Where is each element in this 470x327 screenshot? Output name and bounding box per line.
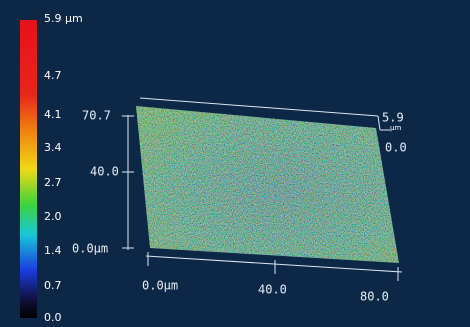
- y-axis-label: 0.0µm: [72, 242, 108, 256]
- surface: [136, 106, 399, 263]
- scale-label: 1.4: [44, 244, 62, 257]
- color-scale: [20, 20, 37, 318]
- scale-label: 4.1: [44, 108, 62, 121]
- scale-label: 2.0: [44, 210, 62, 223]
- y-axis-label: 70.7: [82, 109, 111, 123]
- x-axis-label: 40.0: [258, 283, 287, 297]
- scale-label: 0.0: [44, 311, 62, 324]
- box-line: [377, 115, 381, 131]
- scale-label: 5.9 µm: [44, 12, 83, 25]
- x-axis-label: 0.0µm: [142, 279, 178, 293]
- scale-label: 3.4: [44, 141, 62, 154]
- y-axis-label: 40.0: [90, 165, 119, 179]
- scale-label: 0.7: [44, 279, 62, 292]
- box-line: [139, 97, 379, 117]
- x-axis-label: 80.0: [360, 290, 389, 304]
- z-axis-label: 5.9: [382, 111, 404, 125]
- z-axis-label: 0.0: [385, 141, 407, 155]
- scale-label: 4.7: [44, 69, 62, 82]
- x-axis: [145, 255, 403, 273]
- z-axis-unit: µm: [390, 124, 401, 132]
- scale-label: 2.7: [44, 176, 62, 189]
